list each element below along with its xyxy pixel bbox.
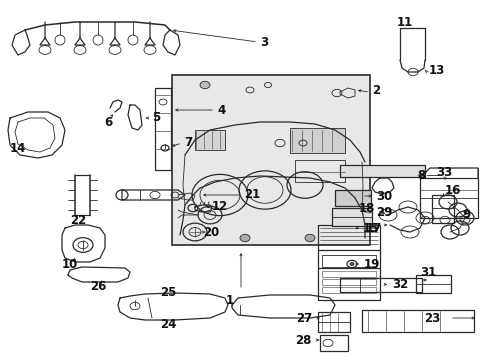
Text: 6: 6 [103,116,112,129]
Bar [321,255,375,267]
Text: 29: 29 [375,206,391,219]
Text: 15: 15 [362,221,379,234]
Text: 8: 8 [416,168,425,181]
Text: 20: 20 [203,225,219,238]
Text: 4: 4 [217,104,225,117]
Text: 7: 7 [183,136,192,149]
Text: 26: 26 [90,280,106,293]
Text: 10: 10 [62,258,78,271]
Bar [331,208,371,226]
Text: 21: 21 [244,189,260,202]
Text: 19: 19 [363,257,380,270]
Text: 11: 11 [396,15,412,28]
Bar [339,278,421,292]
Circle shape [305,234,314,242]
Bar [339,165,424,177]
Bar [419,178,477,218]
Text: 2: 2 [371,84,379,96]
Text: 27: 27 [295,311,311,324]
Bar [334,190,370,206]
Bar [155,88,171,170]
Bar [195,130,224,150]
Bar [317,312,349,332]
Bar [321,271,375,277]
Text: 22: 22 [70,213,86,226]
Text: 28: 28 [295,333,311,346]
Text: 1: 1 [225,293,234,306]
Bar [321,287,375,293]
Circle shape [240,234,249,242]
Text: 13: 13 [428,63,445,77]
Bar [415,275,450,293]
Bar [319,335,347,351]
Bar [361,310,473,332]
Text: 12: 12 [212,201,228,213]
Text: 32: 32 [391,278,407,291]
Bar [321,279,375,285]
Text: 3: 3 [260,36,267,49]
Text: 33: 33 [435,166,451,179]
Text: 30: 30 [375,189,391,202]
Text: 25: 25 [160,285,176,298]
Text: 16: 16 [444,184,461,197]
Text: 23: 23 [423,311,439,324]
Text: 31: 31 [419,266,435,279]
Text: 17: 17 [365,221,381,234]
Bar [294,160,345,182]
Text: 18: 18 [358,202,374,215]
Bar [317,225,379,300]
Text: 24: 24 [160,319,176,332]
Circle shape [200,81,209,89]
Bar [172,75,369,245]
Text: 5: 5 [152,112,160,125]
Bar [289,128,345,153]
Bar [431,195,453,223]
Text: 9: 9 [461,208,469,221]
Circle shape [349,262,353,265]
Text: 14: 14 [10,141,26,154]
